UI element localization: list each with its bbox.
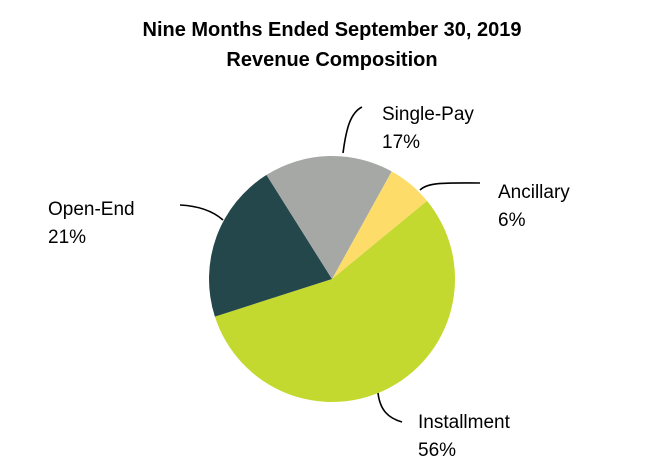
ancillary-percent: 6% bbox=[498, 210, 526, 231]
chart-title: Nine Months Ended September 30, 2019 bbox=[143, 19, 522, 41]
pie-slice-installment bbox=[214, 200, 456, 402]
single-pay-percent: 17% bbox=[382, 132, 420, 153]
pie-slice-open-end bbox=[209, 174, 332, 317]
installment-label: Installment bbox=[418, 412, 511, 433]
pie-slice-ancillary bbox=[332, 171, 428, 279]
installment-percent: 56% bbox=[418, 440, 456, 461]
pie-slices bbox=[209, 156, 456, 402]
installment-leader-line bbox=[377, 392, 403, 423]
open-end-label: Open-End bbox=[48, 199, 135, 220]
pie-slice-single-pay bbox=[266, 156, 392, 279]
chart-subtitle: Revenue Composition bbox=[226, 49, 437, 71]
ancillary-label: Ancillary bbox=[498, 182, 570, 203]
open-end-percent: 21% bbox=[48, 227, 86, 248]
single-pay-leader-line bbox=[342, 106, 363, 154]
open-end-leader-line bbox=[179, 204, 224, 221]
ancillary-leader-line bbox=[419, 182, 481, 191]
single-pay-label: Single-Pay bbox=[382, 104, 474, 125]
